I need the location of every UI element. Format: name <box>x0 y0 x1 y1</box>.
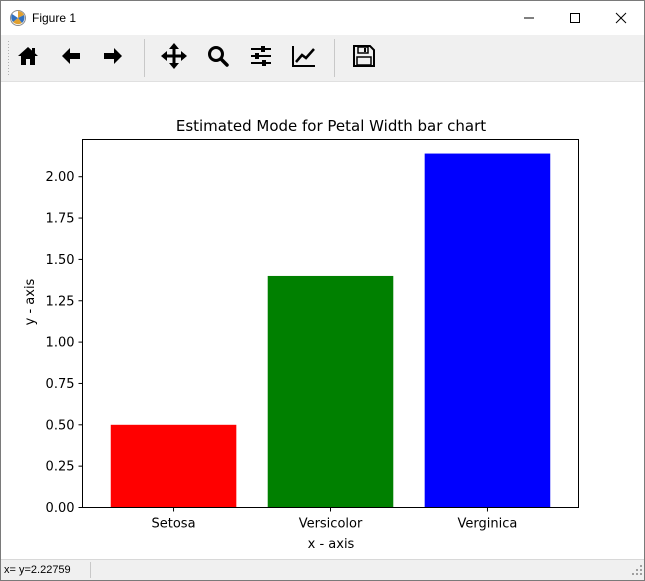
y-tick-label: 0.75 <box>46 377 75 392</box>
y-tick-label: 0.00 <box>46 501 75 516</box>
home-icon <box>16 44 40 72</box>
status-bar: x= y=2.22759 <box>1 559 644 580</box>
resize-grip-icon[interactable] <box>632 560 642 579</box>
y-axis-label: y - axis <box>23 278 38 325</box>
back-button[interactable] <box>55 42 87 74</box>
floppy-disk-icon <box>353 45 375 71</box>
close-button[interactable] <box>598 1 644 34</box>
bar-verginica <box>424 153 551 508</box>
y-tick-label: 2.00 <box>46 170 75 185</box>
magnifier-icon <box>206 44 230 72</box>
minimize-icon <box>523 12 535 24</box>
bar-versicolor <box>267 275 394 508</box>
maximize-button[interactable] <box>552 1 598 34</box>
toolbar-separator <box>334 39 335 77</box>
toolbar-grip[interactable] <box>7 41 10 75</box>
y-tick-label: 1.00 <box>46 336 75 351</box>
edit-axis-button[interactable] <box>288 42 320 74</box>
line-chart-icon <box>291 44 317 72</box>
window-title: Figure 1 <box>32 11 77 25</box>
y-tick-label: 0.25 <box>46 460 75 475</box>
move-arrows-icon <box>161 43 187 73</box>
y-tick-label: 1.50 <box>46 253 75 268</box>
home-button[interactable] <box>12 42 44 74</box>
y-tick-label: 1.25 <box>46 294 75 309</box>
plot-frame <box>82 139 579 508</box>
x-tick-label: Verginica <box>458 517 518 532</box>
zoom-button[interactable] <box>202 42 234 74</box>
pan-button[interactable] <box>158 42 190 74</box>
bar-setosa <box>110 424 237 508</box>
save-button[interactable] <box>348 42 380 74</box>
subplots-button[interactable] <box>245 42 277 74</box>
toolbar-separator <box>144 39 145 77</box>
arrow-left-icon <box>59 44 83 72</box>
x-axis-label: x - axis <box>308 537 355 552</box>
status-separator <box>90 562 91 578</box>
x-tick-label: Setosa <box>152 517 196 532</box>
matplotlib-figure-icon <box>9 9 27 27</box>
y-tick-label: 0.50 <box>46 418 75 433</box>
sliders-icon <box>249 44 273 72</box>
maximize-icon <box>569 12 581 24</box>
y-tick-label: 1.75 <box>46 212 75 227</box>
bar-chart: Estimated Mode for Petal Width bar chart… <box>23 117 579 552</box>
close-icon <box>615 12 627 24</box>
navigation-toolbar <box>1 35 644 82</box>
forward-button[interactable] <box>97 42 129 74</box>
figure-canvas[interactable]: Estimated Mode for Petal Width bar chart… <box>1 82 644 559</box>
cursor-coordinates: x= y=2.22759 <box>4 564 71 576</box>
title-bar[interactable]: Figure 1 <box>1 1 644 34</box>
arrow-right-icon <box>101 44 125 72</box>
minimize-button[interactable] <box>506 1 552 34</box>
x-tick-label: Versicolor <box>299 517 363 532</box>
chart-title: Estimated Mode for Petal Width bar chart <box>176 117 486 135</box>
